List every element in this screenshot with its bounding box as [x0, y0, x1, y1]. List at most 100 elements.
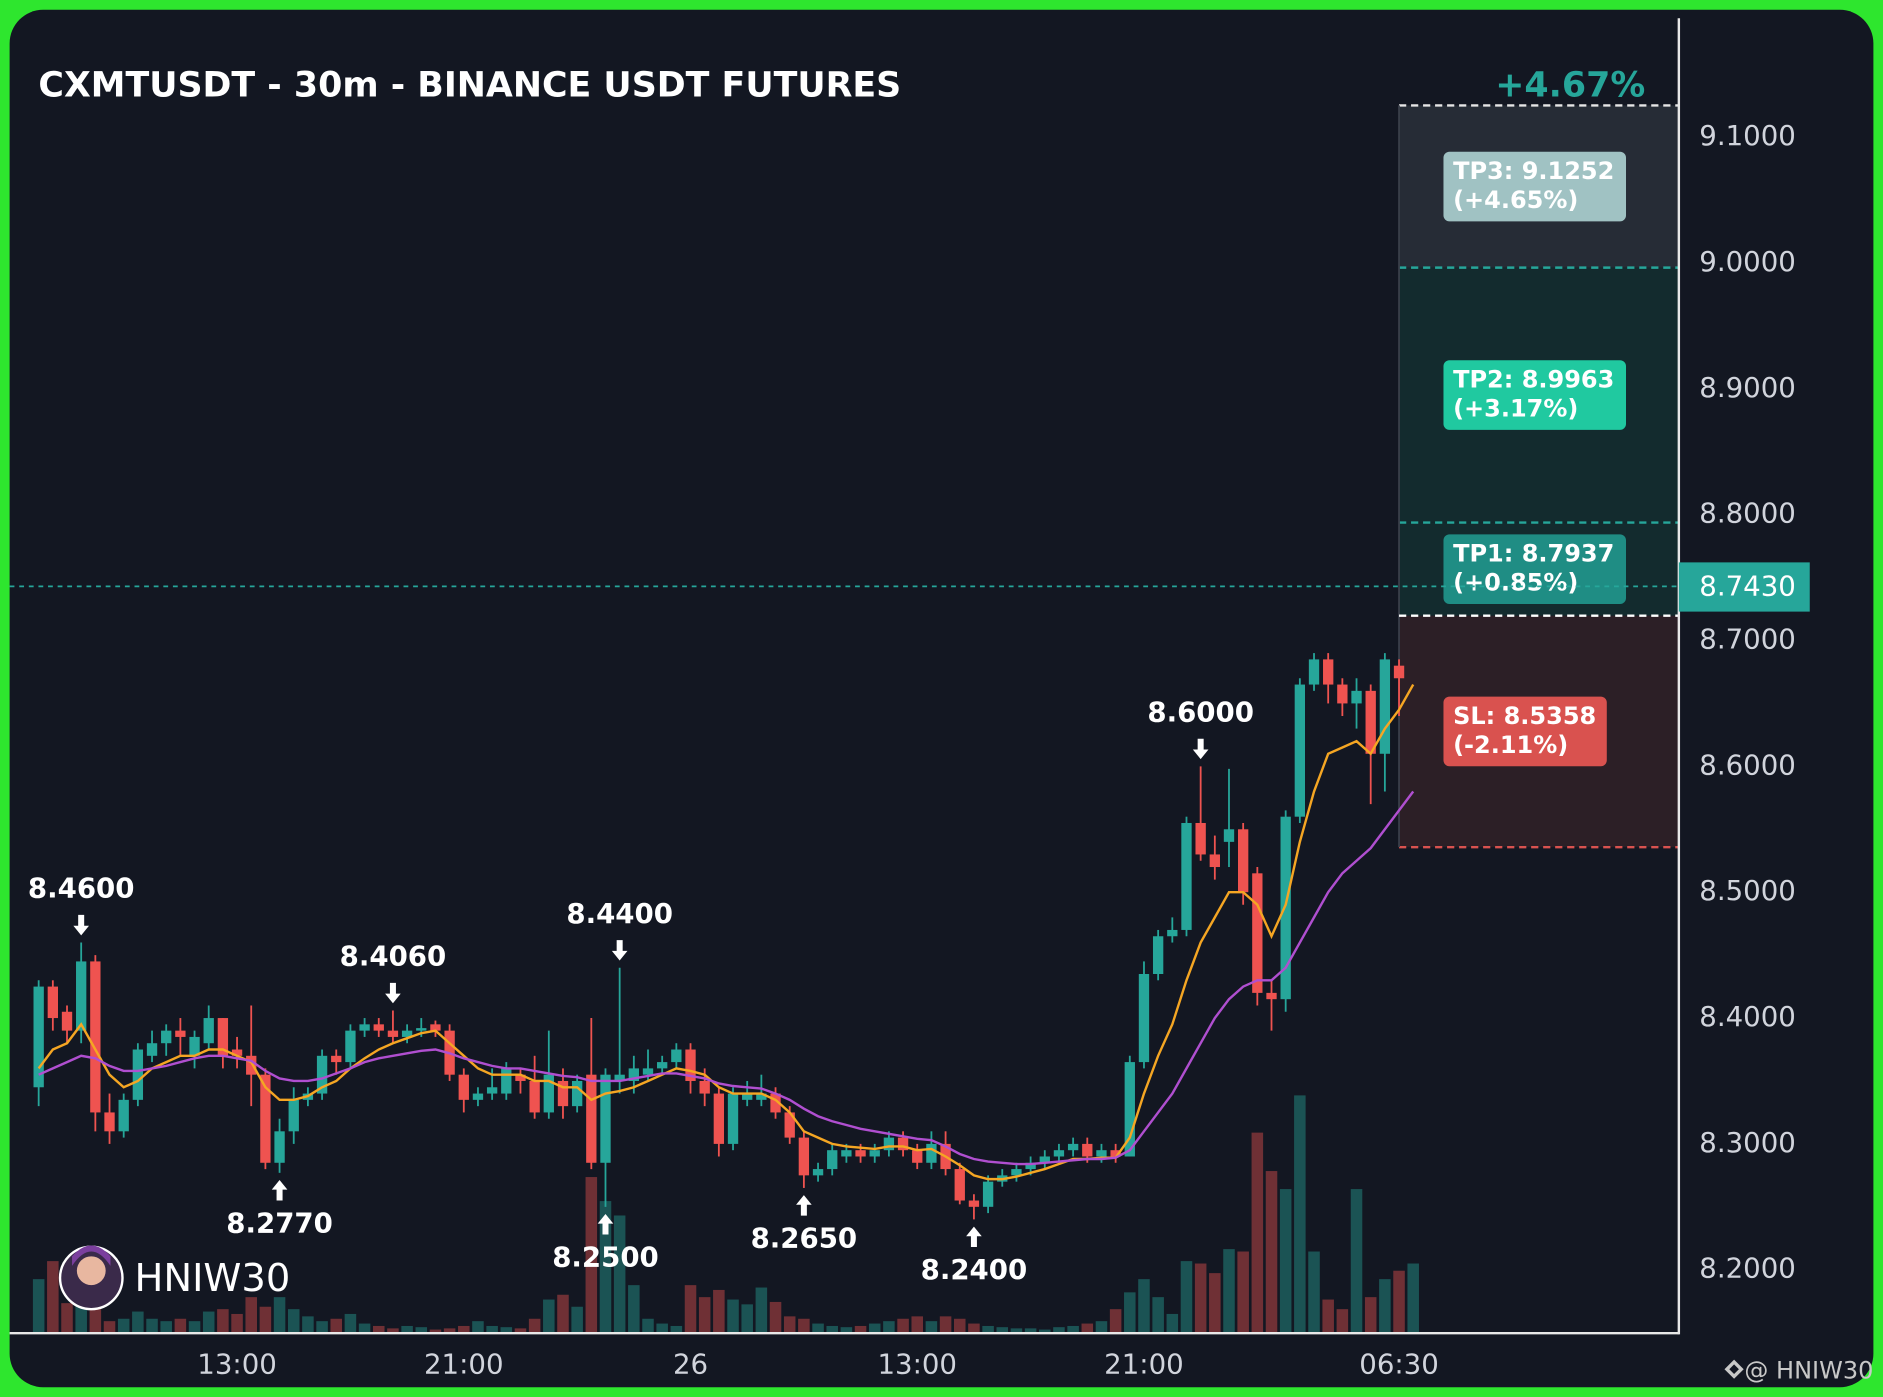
- marker-label: 8.4400: [566, 897, 673, 930]
- volume-bar: [401, 1325, 413, 1334]
- candle-body: [1138, 974, 1150, 1063]
- volume-bar: [316, 1321, 328, 1334]
- candle-body: [727, 1093, 739, 1144]
- volume-bar: [273, 1297, 286, 1334]
- marker-arrow: [611, 940, 628, 961]
- y-tick-label: 8.2000: [1699, 1252, 1796, 1285]
- candle-body: [515, 1074, 526, 1081]
- target-box: [1443, 360, 1627, 430]
- candle-body: [586, 1074, 597, 1163]
- volume-bar: [1279, 1189, 1292, 1334]
- candle-body: [671, 1049, 682, 1063]
- volume-bar: [202, 1311, 215, 1334]
- volume-bar: [727, 1299, 739, 1334]
- volume-bar: [231, 1313, 243, 1334]
- volume-bar: [245, 1297, 257, 1334]
- candle-body: [685, 1049, 696, 1081]
- y-tick-label: 8.6000: [1699, 748, 1796, 781]
- candle-body: [897, 1137, 909, 1151]
- candle-body: [1252, 873, 1263, 993]
- volume-bar: [883, 1321, 895, 1334]
- candle-body: [982, 1181, 994, 1207]
- volume-bar: [1364, 1297, 1377, 1334]
- target-box: [1443, 151, 1627, 222]
- candle-body: [1067, 1143, 1079, 1151]
- volume-bar: [344, 1313, 357, 1334]
- volume-bar: [1138, 1279, 1150, 1334]
- volume-bar: [486, 1325, 498, 1334]
- marker-label: 8.2500: [552, 1240, 659, 1273]
- volume-bar: [939, 1316, 952, 1334]
- y-tick-label: 9.0000: [1699, 245, 1796, 278]
- volume-bar: [458, 1325, 470, 1334]
- volume-bar: [387, 1328, 399, 1334]
- volume-bar: [713, 1289, 725, 1334]
- candle-body: [217, 1018, 229, 1056]
- volume-bar: [146, 1318, 158, 1334]
- candle-body: [713, 1093, 725, 1144]
- target-label: TP1: 8.7937: [1453, 540, 1614, 568]
- volume-bar: [543, 1299, 555, 1334]
- volume-bar: [472, 1321, 484, 1334]
- target-pct: (+3.17%): [1453, 395, 1578, 423]
- last-price-tag: [1678, 562, 1810, 612]
- y-tick-label: 9.1000: [1699, 119, 1796, 152]
- x-tick-label: 21:00: [1104, 1348, 1184, 1381]
- stop-pct: (-2.11%): [1453, 731, 1568, 759]
- volume-bar: [1166, 1313, 1179, 1334]
- candle-body: [855, 1150, 866, 1157]
- candle-body: [1039, 1156, 1050, 1163]
- volume-bar: [755, 1287, 768, 1334]
- candle-body: [1294, 684, 1306, 817]
- marker-arrow: [271, 1180, 288, 1201]
- marker-arrow: [73, 914, 89, 936]
- candle-body: [699, 1080, 710, 1094]
- volume-bar: [1308, 1251, 1320, 1334]
- volume-bar: [1152, 1297, 1164, 1334]
- candle-body: [557, 1080, 569, 1107]
- candle-body: [756, 1093, 767, 1100]
- credit: @ HNIW30: [1744, 1357, 1873, 1385]
- candle-body: [628, 1068, 639, 1081]
- candle-body: [175, 1030, 186, 1037]
- volume-bar: [61, 1303, 73, 1334]
- volume-bar: [514, 1328, 527, 1334]
- volume-bar: [47, 1261, 59, 1334]
- candle-body: [104, 1112, 115, 1132]
- volume-bar: [557, 1294, 569, 1334]
- candle-body: [1266, 992, 1277, 1000]
- candle-body: [458, 1074, 469, 1100]
- candle-body: [912, 1150, 923, 1163]
- candle-body: [274, 1131, 285, 1163]
- volume-bar: [897, 1318, 909, 1334]
- candle-body: [571, 1080, 583, 1107]
- volume-bar: [287, 1309, 300, 1334]
- volume-bar: [302, 1316, 314, 1334]
- candle-body: [132, 1049, 144, 1100]
- candle-body: [501, 1068, 512, 1094]
- volume-bar: [174, 1318, 187, 1334]
- volume-bar: [117, 1318, 130, 1334]
- candle-body: [968, 1200, 980, 1207]
- candle-body: [486, 1087, 498, 1094]
- volume-bar: [925, 1321, 938, 1334]
- candle-body: [529, 1080, 540, 1113]
- candle-body: [926, 1143, 937, 1163]
- volume-bar: [1095, 1321, 1108, 1334]
- volume-bar: [160, 1321, 172, 1334]
- credit-icon: [1724, 1359, 1744, 1379]
- candle-body: [954, 1169, 965, 1201]
- marker-arrow: [796, 1195, 812, 1216]
- ma-line: [38, 790, 1415, 1166]
- candle-body: [416, 1028, 427, 1031]
- volume-bar: [1124, 1292, 1136, 1334]
- volume-bar: [1039, 1329, 1051, 1334]
- candle-body: [1223, 829, 1235, 842]
- volume-bar: [585, 1177, 598, 1334]
- candle-body: [430, 1024, 441, 1031]
- candle-body: [345, 1030, 356, 1063]
- volume-bar: [1350, 1189, 1363, 1334]
- volume-bar: [103, 1321, 116, 1334]
- candle-body: [231, 1049, 243, 1056]
- candle-body: [1096, 1150, 1107, 1157]
